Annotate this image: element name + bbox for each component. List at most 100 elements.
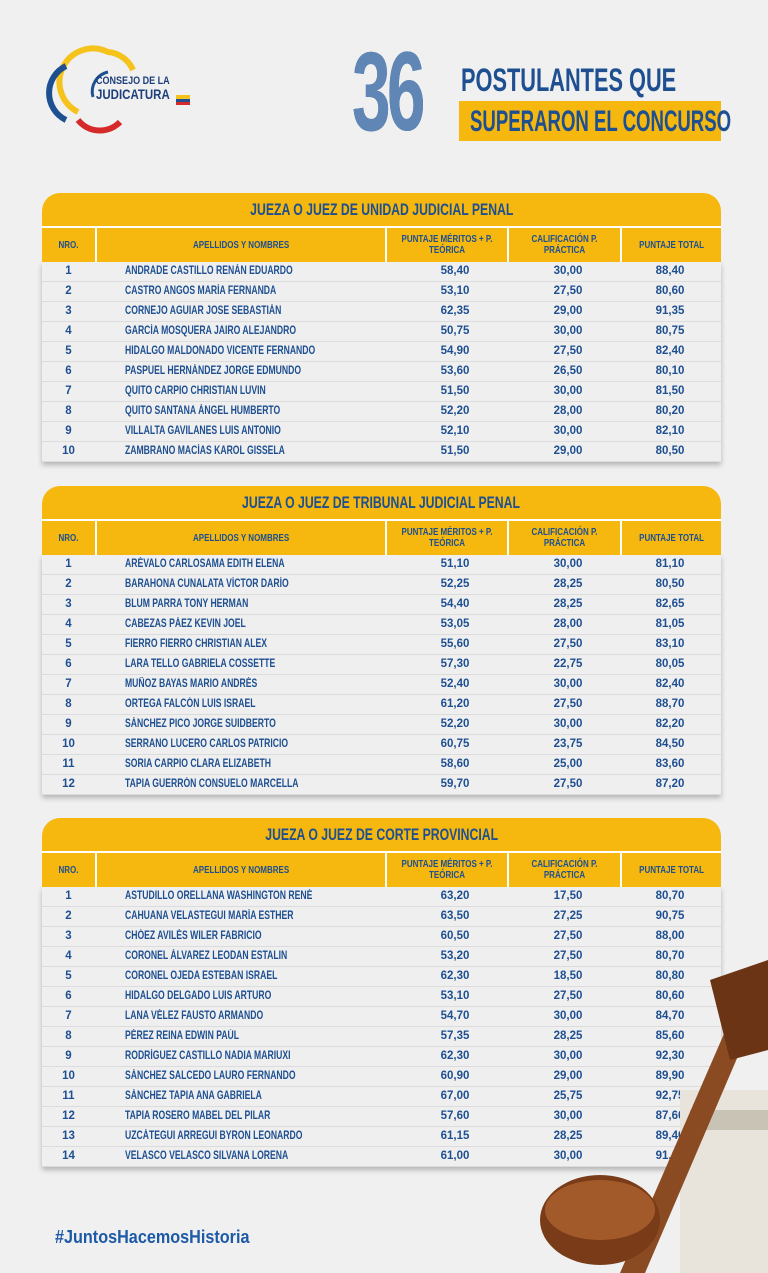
table-cell: 80,20 [655,405,685,417]
logo-arcs-icon [46,45,190,134]
table-row: 11 SÁNCHEZ TAPIA ANA GABRIELA 67,00 25,75 92… [42,1087,721,1107]
table-cell: ASTUDILLO ORELLANA WASHINGTON RENÉ [125,890,313,902]
table-cell: 28,00 [553,618,583,630]
table-cell: SERRANO LUCERO CARLOS PATRICIO [125,738,289,750]
table-cell: 30,00 [553,425,583,437]
table-cell: 11 [62,1090,75,1102]
table-cell: 62,30 [440,970,470,982]
hashtag: #JuntosHacemosHistoria [55,1227,250,1247]
logo-line2: JUDICATURA [96,86,170,102]
table-cell: 81,10 [655,558,685,570]
table-row: 9 SÁNCHEZ PICO JORGE SUIDBERTO 52,20 30,00 8… [42,715,721,735]
table-cell: 83,60 [655,758,685,770]
table-cell: RODRÍGUEZ CASTILLO NADIA MARIUXI [125,1050,291,1062]
table-cell: TAPIA ROSERO MABEL DEL PILAR [125,1110,271,1122]
table-cell: 5 [65,970,72,982]
table-cell: 4 [65,950,72,962]
table-cell: 88,40 [655,265,685,277]
column-header-text: APELLIDOS Y NOMBRES [192,864,290,876]
column-header-text: PUNTAJE TOTAL [639,532,704,544]
table-row: 7 MUÑOZ BAYAS MARIO ANDRÉS 52,40 30,00 82,40 [42,675,721,695]
table-cell: HIDALGO MALDONADO VICENTE FERNANDO [125,345,316,357]
table-cell: 7 [65,678,72,690]
table-cell: 63,50 [440,910,470,922]
table-cell: 27,50 [553,698,583,710]
table-cell: 28,25 [553,598,583,610]
table-cell: ORTEGA FALCÓN LUIS ISRAEL [125,698,256,710]
table-cell: 80,75 [655,325,685,337]
table-cell: 67,00 [440,1090,470,1102]
column-header: NRO. [42,521,95,555]
column-header-text: PUNTAJE MÉRITOS + P. TEÓRICA [401,527,493,549]
table-cell: 8 [65,405,72,417]
table-cell: 90,75 [655,910,685,922]
table-row: 5 FIERRO FIERRO CHRISTIAN ALEX 55,60 27,50 8… [42,635,721,655]
table-cell: 1 [65,265,72,277]
table-cell: 25,75 [553,1090,583,1102]
table-cell: 84,50 [655,738,685,750]
column-header: NRO. [42,853,95,887]
table-row: 9 VILLALTA GAVILANES LUIS ANTONIO 52,10 30,… [42,422,721,442]
table-cell: 13 [62,1130,75,1142]
table-cell: SÁNCHEZ SALCEDO LAURO FERNANDO [125,1070,296,1082]
section-title: JUEZA O JUEZ DE TRIBUNAL JUDICIAL PENAL [42,486,721,519]
headline-line2: SUPERARON EL CONCURSO [470,105,732,138]
table-cell: 14 [62,1150,75,1162]
table-cell: 80,60 [655,285,685,297]
table-row: 3 CHÓEZ AVILÉS WILER FABRICIO 60,50 27,50 88… [42,927,721,947]
column-header-text: NRO. [58,239,79,251]
table-cell: 29,00 [553,1070,583,1082]
table-cell: 82,40 [655,678,685,690]
table-cell: ARÉVALO CARLOSAMA EDITH ELENA [125,558,285,570]
table-row: 6 PASPUEL HERNÁNDEZ JORGE EDMUNDO 53,60 26,… [42,362,721,382]
table-cell: 28,25 [553,578,583,590]
table-cell: 27,50 [553,638,583,650]
table-cell: 25,00 [553,758,583,770]
logo-line1: CONSEJO DE LA [96,75,170,87]
table-cell: 80,60 [655,990,685,1002]
table-cell: QUITO CARPIO CHRISTIAN LUVIN [125,385,266,397]
column-header: PUNTAJE TOTAL [620,853,721,887]
table-cell: 10 [62,738,75,750]
table-cell: 80,10 [655,365,685,377]
table-cell: 30,00 [553,325,583,337]
table-cell: 30,00 [553,1050,583,1062]
column-header: CALIFICACIÓN P. PRÁCTICA [507,521,620,555]
table-cell: 1 [65,890,72,902]
table-cell: 60,90 [440,1070,470,1082]
column-header: PUNTAJE MÉRITOS + P. TEÓRICA [385,521,507,555]
table-row: 6 HIDALGO DELGADO LUIS ARTURO 53,10 27,50 80… [42,987,721,1007]
column-header-text: APELLIDOS Y NOMBRES [192,532,290,544]
headline-line1: POSTULANTES QUE [461,62,677,98]
table-cell: 61,15 [440,1130,470,1142]
column-header: PUNTAJE TOTAL [620,228,721,262]
column-header: CALIFICACIÓN P. PRÁCTICA [507,853,620,887]
table-cell: SORIA CARPIO CLARA ELIZABETH [125,758,271,770]
table-row: 8 QUITO SANTANA ÁNGEL HUMBERTO 52,20 28,00 8… [42,402,721,422]
table-cell: 51,50 [440,445,470,457]
table-cell: 11 [62,758,75,770]
table-cell: 62,30 [440,1050,470,1062]
table-cell: 53,10 [440,990,470,1002]
section-title: JUEZA O JUEZ DE CORTE PROVINCIAL [42,818,721,851]
table-cell: 29,00 [553,445,583,457]
table-cell: 82,20 [655,718,685,730]
table-cell: 52,20 [440,718,470,730]
table-cell: 81,05 [655,618,685,630]
table-cell: CASTRO ANGOS MARÍA FERNANDA [125,285,277,297]
table-row: 10 ZAMBRANO MACÍAS KAROL GISSELA 51,50 29,0… [42,442,721,462]
table-cell: 18,50 [553,970,583,982]
table-cell: 92,75 [655,1090,685,1102]
headline-number: 36 [352,29,426,154]
column-header: NRO. [42,228,95,262]
table-header: NRO. APELLIDOS Y NOMBRES PUNTAJE MÉRITOS +… [42,519,721,555]
table-cell: 80,50 [655,578,685,590]
table-cell: 80,50 [655,445,685,457]
table-cell: 50,75 [440,325,470,337]
table-cell: 53,60 [440,365,470,377]
table-cell: 30,00 [553,1110,583,1122]
headline-highlight [459,101,721,141]
table-cell: 9 [65,1050,72,1062]
table-cell: 80,80 [655,970,685,982]
table-cell: 51,50 [440,385,470,397]
